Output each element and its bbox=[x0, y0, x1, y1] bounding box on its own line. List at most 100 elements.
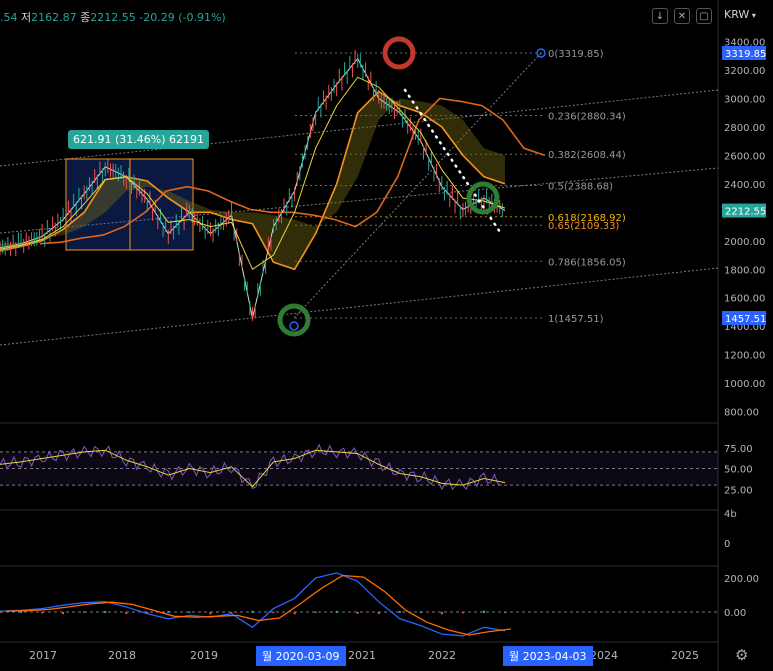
fib-anchor-bottom bbox=[289, 321, 299, 331]
macd-line bbox=[0, 572, 506, 637]
mid-axis-tick: 4b bbox=[724, 509, 737, 520]
fib-label-7: 1(1457.51) bbox=[548, 314, 604, 325]
settings-gear-icon[interactable]: ⚙ bbox=[735, 646, 749, 664]
time-tag-end: 월 2023-04-03 bbox=[503, 646, 593, 666]
down-arrow-icon[interactable]: ↓ bbox=[652, 8, 668, 24]
channel-top-line bbox=[0, 89, 719, 167]
macd-histogram-bar bbox=[167, 610, 170, 613]
fib-label-4: 0.618(2168.92) bbox=[548, 213, 626, 224]
macd-histogram-bar bbox=[0, 612, 1, 613]
macd-histogram-bar bbox=[461, 612, 464, 614]
time-axis-label: 2024 bbox=[590, 649, 618, 662]
price-axis-tick: 1800.00 bbox=[724, 265, 765, 276]
rsi-axis-tick: 25.00 bbox=[724, 485, 753, 496]
chevron-down-icon: ▾ bbox=[749, 11, 756, 20]
time-tag-start: 월 2020-03-09 bbox=[256, 646, 346, 666]
low-value: 2162.87 bbox=[31, 11, 77, 24]
mid-axis-tick: 0 bbox=[724, 539, 730, 550]
channel-bottom-line bbox=[0, 267, 719, 346]
macd-histogram-bar bbox=[230, 612, 233, 614]
channel-mid-line bbox=[0, 167, 719, 234]
retest-marker-circle bbox=[466, 181, 500, 215]
price-axis-tick: 2600.00 bbox=[724, 151, 765, 162]
macd-histogram-bar bbox=[482, 610, 485, 613]
rsi-signal bbox=[0, 449, 506, 488]
projection-dots bbox=[403, 88, 502, 234]
fib-trend-line bbox=[293, 52, 542, 319]
ohlc-header: .54 저2162.87 종2212.55 -20.29 (-0.91%) bbox=[0, 9, 226, 25]
cloud-span-b bbox=[39, 97, 546, 245]
time-axis-label: 2017 bbox=[29, 649, 57, 662]
moving-average bbox=[0, 76, 506, 271]
currency-selector[interactable]: KRW ▾ bbox=[724, 8, 756, 21]
macd-histogram-bar bbox=[335, 610, 338, 613]
macd-histogram-bar bbox=[504, 611, 506, 613]
low-marker-circle bbox=[277, 303, 311, 337]
macd-histogram-bar bbox=[125, 612, 128, 614]
price-axis-tick: 1600.00 bbox=[724, 294, 765, 305]
price-axis-tick: 3400.00 bbox=[724, 38, 765, 49]
macd-histogram-bar bbox=[377, 612, 380, 614]
mid-pane: 4b 0 bbox=[724, 509, 737, 550]
time-axis-label: 2018 bbox=[108, 649, 136, 662]
price-axis-tick: 1000.00 bbox=[724, 379, 765, 390]
macd-histogram-bar bbox=[209, 612, 212, 615]
macd-histogram-bar bbox=[398, 610, 401, 613]
macd-histogram-bar bbox=[20, 610, 23, 613]
close-icon[interactable]: ✕ bbox=[674, 8, 690, 24]
price-axis-tick: 3200.00 bbox=[724, 66, 765, 77]
macd-axis-tick: 200.00 bbox=[724, 574, 759, 585]
price-tag-bg bbox=[722, 46, 766, 60]
frame-icon[interactable]: ▢ bbox=[696, 8, 712, 24]
price-axis-tick: 2000.00 bbox=[724, 237, 765, 248]
macd-histogram-bar bbox=[146, 612, 149, 614]
macd-histogram-bar bbox=[188, 611, 191, 613]
price-tag-bg bbox=[722, 203, 766, 218]
macd-histogram-bar bbox=[440, 612, 443, 615]
fib-label-3: 0.5(2388.68) bbox=[548, 182, 613, 193]
price-axis-tick: 800.00 bbox=[724, 408, 759, 419]
rsi-line bbox=[0, 443, 502, 491]
macd-histogram-bar bbox=[419, 611, 422, 613]
fib-anchor-top bbox=[536, 48, 546, 58]
rsi-axis-tick: 75.00 bbox=[724, 444, 753, 455]
low-label: 저 bbox=[21, 11, 32, 24]
price-tag-text: 1457.51 bbox=[725, 314, 766, 325]
price-axis-tick: 2400.00 bbox=[724, 180, 765, 191]
change-value: -20.29 (-0.91%) bbox=[139, 11, 226, 24]
macd-histogram-bar bbox=[62, 612, 65, 615]
macd-histogram-bar bbox=[314, 611, 317, 613]
macd-histogram-bar bbox=[272, 612, 275, 614]
time-axis-label: 2025 bbox=[671, 649, 699, 662]
price-axis-tick: 3000.00 bbox=[724, 95, 765, 106]
peak-marker-circle bbox=[382, 36, 416, 70]
range-measure-label[interactable]: 621.91 (31.46%) 62191 bbox=[68, 130, 210, 149]
macd-histogram-bar bbox=[41, 612, 44, 614]
open-value: .54 bbox=[0, 11, 18, 24]
close-label: 종 bbox=[80, 11, 91, 24]
fib-label-2: 0.382(2608.44) bbox=[548, 150, 626, 161]
price-axis-tick: 1200.00 bbox=[724, 351, 765, 362]
macd-histogram-bar bbox=[83, 611, 86, 613]
time-axis-label: 2022 bbox=[428, 649, 456, 662]
fib-label-5: 0.65(2109.33) bbox=[548, 221, 620, 232]
price-tag-bg bbox=[722, 311, 766, 325]
macd-pane: 200.00 0.00 bbox=[0, 572, 759, 637]
rsi-axis-tick: 50.00 bbox=[724, 465, 753, 476]
time-axis-label: 2021 bbox=[348, 649, 376, 662]
currency-label: KRW bbox=[724, 8, 750, 21]
close-value: 2212.55 bbox=[90, 11, 136, 24]
macd-histogram-bar bbox=[356, 612, 359, 614]
price-axis-tick: 1400.00 bbox=[724, 322, 765, 333]
macd-axis-tick: 0.00 bbox=[724, 608, 746, 619]
time-axis-label: 2019 bbox=[190, 649, 218, 662]
fib-label-1: 0.236(2880.34) bbox=[548, 112, 626, 123]
macd-histogram-bar bbox=[251, 610, 254, 613]
price-axis-tick: 2800.00 bbox=[724, 123, 765, 134]
fib-label-6: 0.786(1856.05) bbox=[548, 257, 626, 268]
fib-label-0: 0(3319.85) bbox=[548, 49, 604, 60]
macd-histogram-bar bbox=[293, 612, 296, 615]
